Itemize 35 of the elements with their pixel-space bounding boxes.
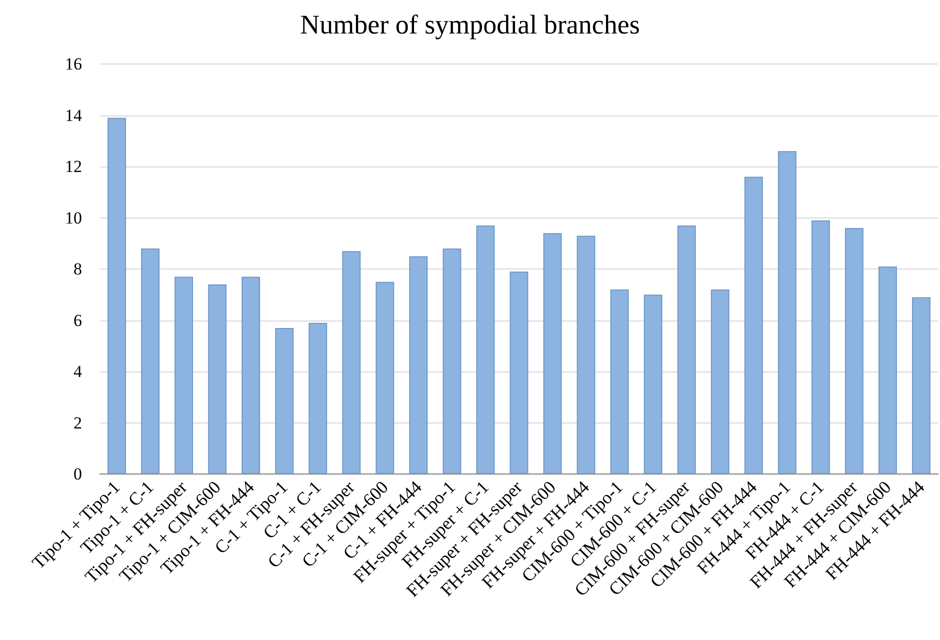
bar: [710, 290, 730, 474]
bar: [342, 251, 361, 474]
bar: [476, 225, 495, 474]
bar: [242, 276, 260, 474]
bar: [778, 151, 796, 474]
bar: [208, 284, 227, 474]
bar: [576, 236, 596, 474]
y-tick-label: 6: [74, 310, 82, 330]
y-tick-label: 14: [65, 106, 82, 125]
bar: [141, 248, 160, 474]
bar: [442, 248, 462, 474]
bar: [610, 290, 629, 474]
bar: [878, 266, 897, 474]
y-tick-label: 0: [74, 464, 82, 484]
y-tick-label: 10: [65, 208, 82, 228]
bar: [409, 256, 428, 474]
bar: [174, 276, 194, 474]
bar: [912, 297, 930, 474]
bar: [108, 118, 126, 474]
bar: [308, 322, 328, 474]
y-tick-label: 12: [65, 157, 82, 176]
chart-title: Number of sympodial branches: [300, 10, 640, 40]
bar: [644, 294, 662, 474]
bar: [510, 272, 528, 474]
bar: [376, 282, 394, 474]
bar: [811, 220, 830, 474]
bar: [744, 176, 763, 474]
y-tick-label: 8: [74, 260, 82, 278]
bar: [543, 233, 562, 474]
bar: [275, 328, 294, 474]
y-tick-label: 4: [74, 362, 82, 381]
y-tick-label: 2: [74, 413, 82, 432]
bar: [844, 228, 864, 474]
y-tick-label: 16: [65, 54, 82, 74]
bar: [677, 225, 696, 474]
